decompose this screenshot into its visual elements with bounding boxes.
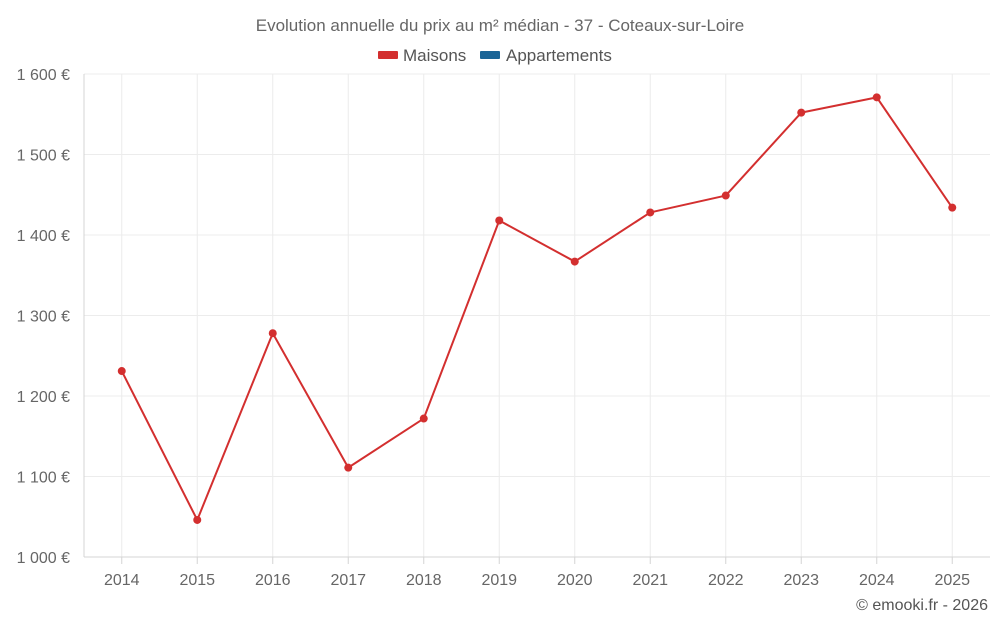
x-tick-label: 2020 (557, 572, 593, 589)
x-tick-label: 2023 (783, 572, 819, 589)
legend-label-appartements: Appartements (506, 46, 612, 65)
x-tick-label: 2014 (104, 572, 140, 589)
data-point-maisons-2017[interactable] (344, 463, 353, 472)
legend: Maisons Appartements (378, 46, 612, 65)
data-point-maisons-2014[interactable] (117, 367, 126, 376)
x-tick-label: 2025 (934, 572, 970, 589)
x-tick-label: 2024 (859, 572, 895, 589)
x-tick-label: 2022 (708, 572, 744, 589)
y-axis: 1 000 € 1 100 € 1 200 € 1 300 € 1 400 € 1 500… (17, 67, 85, 567)
data-point-maisons-2022[interactable] (721, 191, 730, 200)
legend-item-maisons[interactable]: Maisons (378, 46, 466, 65)
x-tick-label: 2019 (481, 572, 517, 589)
y-tick-label: 1 000 € (17, 550, 70, 567)
x-tick-label: 2017 (330, 572, 366, 589)
credit-text: © emooki.fr - 2026 (856, 597, 988, 614)
y-tick-label: 1 500 € (17, 148, 70, 165)
x-axis: 2014 2015 2016 2017 2018 2019 2020 2021 2022 2023… (84, 556, 990, 589)
series-line-maisons (120, 96, 954, 521)
grid (84, 73, 990, 557)
data-point-maisons-2021[interactable] (646, 208, 655, 217)
legend-label-maisons: Maisons (403, 46, 466, 65)
y-tick-label: 1 600 € (17, 67, 70, 84)
y-tick-label: 1 100 € (17, 470, 70, 487)
series-maisons (117, 93, 957, 524)
x-tick-label: 2018 (406, 572, 442, 589)
legend-item-appartements[interactable]: Appartements (480, 46, 612, 65)
data-point-maisons-2020[interactable] (570, 257, 579, 266)
data-point-maisons-2025[interactable] (948, 203, 957, 212)
y-tick-label: 1 400 € (17, 228, 70, 245)
x-tick-label: 2015 (179, 572, 215, 589)
data-point-maisons-2016[interactable] (268, 329, 277, 338)
data-point-maisons-2015[interactable] (193, 515, 202, 524)
data-point-maisons-2024[interactable] (872, 93, 881, 102)
data-point-maisons-2023[interactable] (797, 108, 806, 117)
x-tick-label: 2021 (632, 572, 668, 589)
chart-title: Evolution annuelle du prix au m² médian … (256, 16, 745, 35)
data-point-maisons-2018[interactable] (419, 414, 428, 423)
legend-swatch-appartements (480, 51, 500, 59)
y-tick-label: 1 200 € (17, 389, 70, 406)
y-tick-label: 1 300 € (17, 309, 70, 326)
x-tick-label: 2016 (255, 572, 291, 589)
data-point-maisons-2019[interactable] (495, 216, 504, 225)
legend-swatch-maisons (378, 51, 398, 59)
